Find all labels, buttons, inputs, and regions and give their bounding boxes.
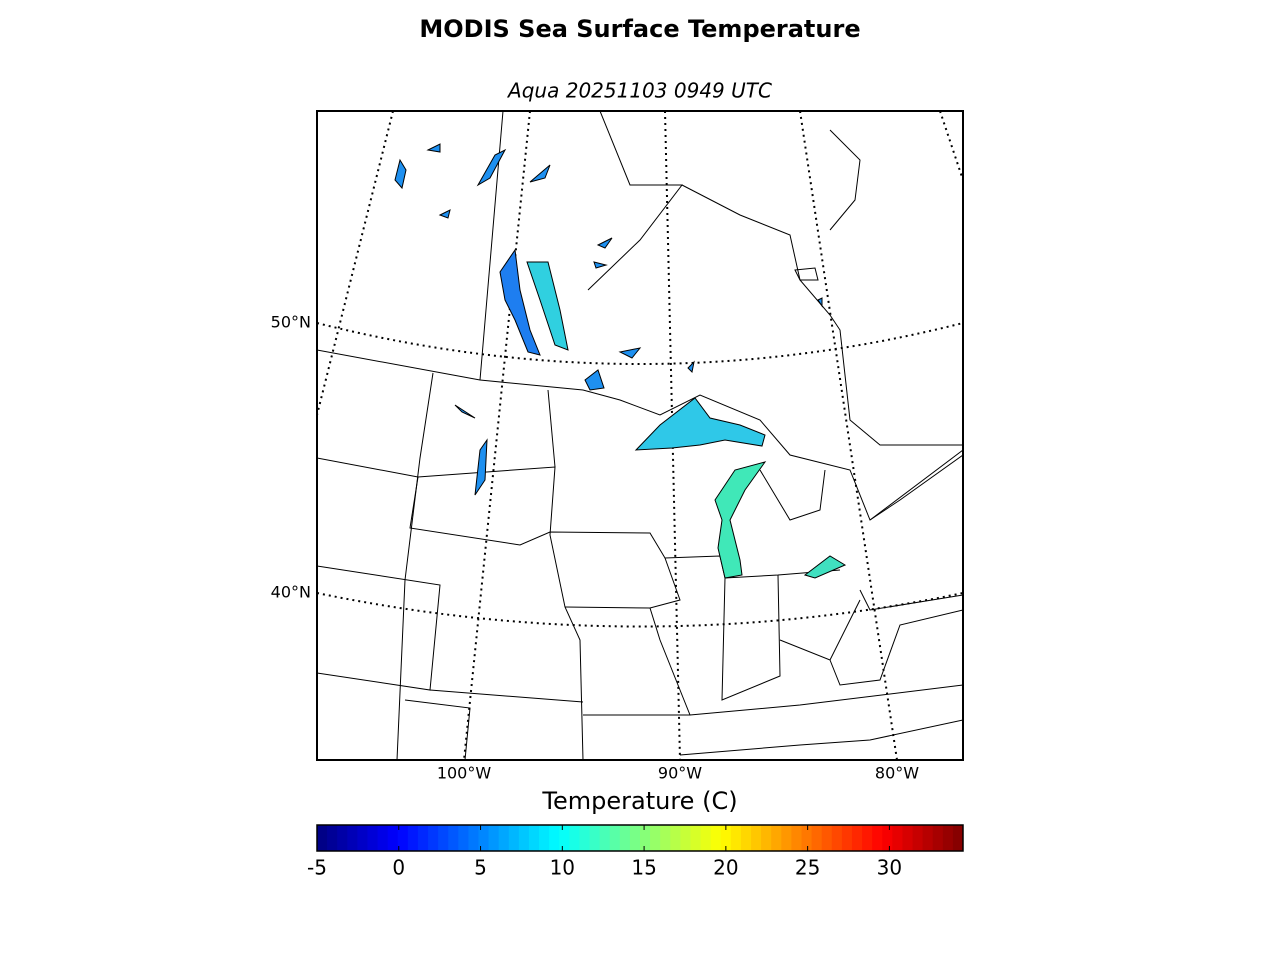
- colorbar-swatch: [730, 825, 742, 851]
- colorbar-swatch: [387, 825, 399, 851]
- colorbar-swatch: [458, 825, 469, 851]
- colorbar-swatch: [882, 825, 893, 851]
- colorbar-tick-label: 0: [392, 856, 405, 880]
- colorbar-tick-label: 30: [877, 856, 902, 880]
- colorbar-swatch: [498, 825, 510, 851]
- colorbar-swatch: [317, 825, 328, 851]
- colorbar-swatch: [791, 825, 802, 851]
- colorbar-swatch: [922, 825, 934, 851]
- colorbar-swatch: [851, 825, 863, 851]
- colorbar-swatch: [761, 825, 772, 851]
- map-frame: [316, 110, 964, 761]
- lakes: [394, 143, 847, 579]
- colorbar-swatch: [892, 825, 903, 851]
- colorbar-swatch: [690, 825, 702, 851]
- colorbar-frame: [316, 824, 964, 852]
- colorbar-swatch: [680, 825, 691, 851]
- colorbar-swatch: [549, 825, 560, 851]
- colorbar-swatch: [428, 825, 439, 851]
- colorbar-swatch: [438, 825, 449, 851]
- colorbar-swatch: [942, 825, 954, 851]
- colorbar-swatch: [357, 825, 368, 851]
- colorbar-swatch: [660, 825, 671, 851]
- colorbar-tick-label: 10: [550, 856, 575, 880]
- colorbar-swatch: [862, 825, 873, 851]
- graticule: [317, 111, 963, 760]
- colorbar-swatch: [377, 825, 389, 851]
- map: 50°N 40°N 100°W 90°W 80°W: [271, 110, 964, 783]
- colorbar-swatch: [811, 825, 823, 851]
- lat-label: 40°N: [271, 583, 311, 602]
- colorbar-swatch: [831, 825, 843, 851]
- colorbar-swatch: [407, 825, 419, 851]
- colorbar-swatch: [448, 825, 459, 851]
- colorbar-swatch: [569, 825, 580, 851]
- colorbar-swatch: [609, 825, 621, 851]
- colorbar-swatch: [821, 825, 833, 851]
- colorbar-swatch: [539, 825, 550, 851]
- colorbar-swatch: [417, 825, 429, 851]
- colorbar-swatch: [559, 825, 570, 851]
- title: MODIS Sea Surface Temperature: [419, 15, 860, 43]
- colorbar-swatch: [619, 825, 631, 851]
- lat-label: 50°N: [271, 313, 311, 332]
- colorbar-swatch: [528, 825, 540, 851]
- colorbar-swatch: [508, 825, 520, 851]
- colorbar-swatch: [700, 825, 712, 851]
- colorbar-swatch: [801, 825, 813, 851]
- borders: [317, 111, 963, 760]
- colorbar-swatch: [771, 825, 782, 851]
- colorbar-swatch: [488, 825, 500, 851]
- lon-label: 90°W: [658, 764, 702, 783]
- colorbar-swatch: [902, 825, 914, 851]
- colorbar: -5 0 5 10 15 20 25 30: [307, 824, 964, 880]
- colorbar-swatch: [710, 825, 722, 851]
- colorbar-tick-label: -5: [307, 856, 327, 880]
- colorbar-swatch: [337, 825, 348, 851]
- colorbar-tick-label: 5: [474, 856, 487, 880]
- lon-label: 80°W: [875, 764, 919, 783]
- colorbar-swatch: [670, 825, 681, 851]
- colorbar-swatch: [589, 825, 601, 851]
- colorbar-tick-label: 20: [713, 856, 738, 880]
- colorbar-swatch: [781, 825, 792, 851]
- colorbar-swatch: [640, 825, 651, 851]
- colorbar-swatch: [751, 825, 762, 851]
- lon-label: 100°W: [437, 764, 492, 783]
- colorbar-swatch: [952, 825, 964, 851]
- colorbar-label: Temperature (C): [541, 787, 737, 815]
- colorbar-swatch: [932, 825, 944, 851]
- colorbar-swatch: [397, 825, 409, 851]
- colorbar-swatch: [650, 825, 661, 851]
- colorbar-swatch: [841, 825, 853, 851]
- colorbar-tick-label: 25: [795, 856, 820, 880]
- colorbar-swatch: [478, 825, 490, 851]
- subtitle: Aqua 20251103 0949 UTC: [506, 79, 772, 103]
- colorbar-swatch: [629, 825, 641, 851]
- colorbar-swatch: [599, 825, 611, 851]
- colorbar-swatch: [468, 825, 479, 851]
- colorbar-swatch: [579, 825, 591, 851]
- colorbar-swatch: [347, 825, 358, 851]
- colorbar-swatch: [740, 825, 752, 851]
- colorbar-swatch: [912, 825, 924, 851]
- colorbar-swatch: [720, 825, 732, 851]
- colorbar-swatch: [872, 825, 883, 851]
- colorbar-swatch: [367, 825, 379, 851]
- colorbar-tick-label: 15: [631, 856, 656, 880]
- colorbar-swatch: [327, 825, 338, 851]
- colorbar-swatch: [518, 825, 530, 851]
